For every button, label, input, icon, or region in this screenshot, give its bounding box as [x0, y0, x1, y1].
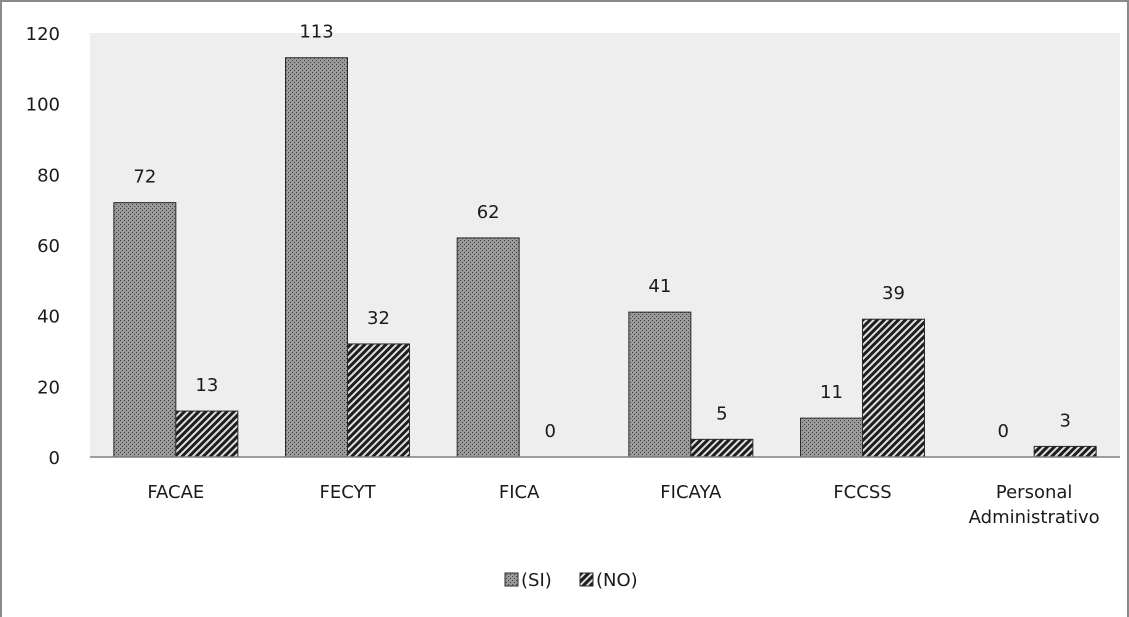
- y-tick-label: 0: [49, 448, 60, 469]
- plot-area: [90, 33, 1120, 457]
- data-label: 39: [882, 283, 905, 304]
- x-tick-label: FICA: [499, 482, 540, 503]
- data-label: 11: [820, 382, 843, 403]
- legend-swatch: [579, 572, 594, 587]
- data-label: 62: [477, 202, 500, 223]
- data-label: 3: [1059, 410, 1070, 431]
- y-tick-label: 20: [37, 377, 60, 398]
- x-tick-label: FACAE: [147, 482, 204, 503]
- y-tick-label: 80: [37, 165, 60, 186]
- bar-no: [347, 343, 410, 458]
- x-tick-label: FCCSS: [833, 482, 891, 503]
- bar-si: [113, 202, 177, 458]
- data-label: 72: [133, 167, 156, 188]
- data-label: 113: [299, 22, 333, 43]
- legend-label: (NO): [596, 570, 638, 591]
- data-label: 32: [367, 308, 390, 329]
- bar-si: [456, 237, 520, 458]
- data-label: 0: [544, 421, 555, 442]
- x-tick-label: FICAYA: [660, 482, 722, 503]
- bar-no: [690, 438, 754, 458]
- bar-no: [862, 318, 925, 458]
- data-label: 41: [648, 276, 671, 297]
- bar-no: [175, 410, 239, 458]
- legend: (SI) (NO): [504, 570, 638, 591]
- bar-si: [800, 417, 863, 458]
- data-label: 5: [716, 403, 727, 424]
- y-tick-label: 120: [26, 24, 60, 45]
- y-tick-label: 40: [37, 307, 60, 328]
- bar-no: [1033, 445, 1097, 458]
- x-tick-label: Personal: [996, 482, 1073, 503]
- y-tick-label: 100: [26, 95, 60, 116]
- bar-si: [285, 57, 348, 458]
- bar-si: [628, 311, 692, 458]
- legend-swatch: [504, 572, 519, 587]
- x-tick-label: FECYT: [320, 482, 377, 503]
- legend-label: (SI): [521, 570, 552, 591]
- x-tick-label: Administrativo: [969, 507, 1100, 528]
- data-label: 13: [195, 375, 218, 396]
- y-tick-label: 60: [37, 236, 60, 257]
- data-label: 0: [997, 421, 1008, 442]
